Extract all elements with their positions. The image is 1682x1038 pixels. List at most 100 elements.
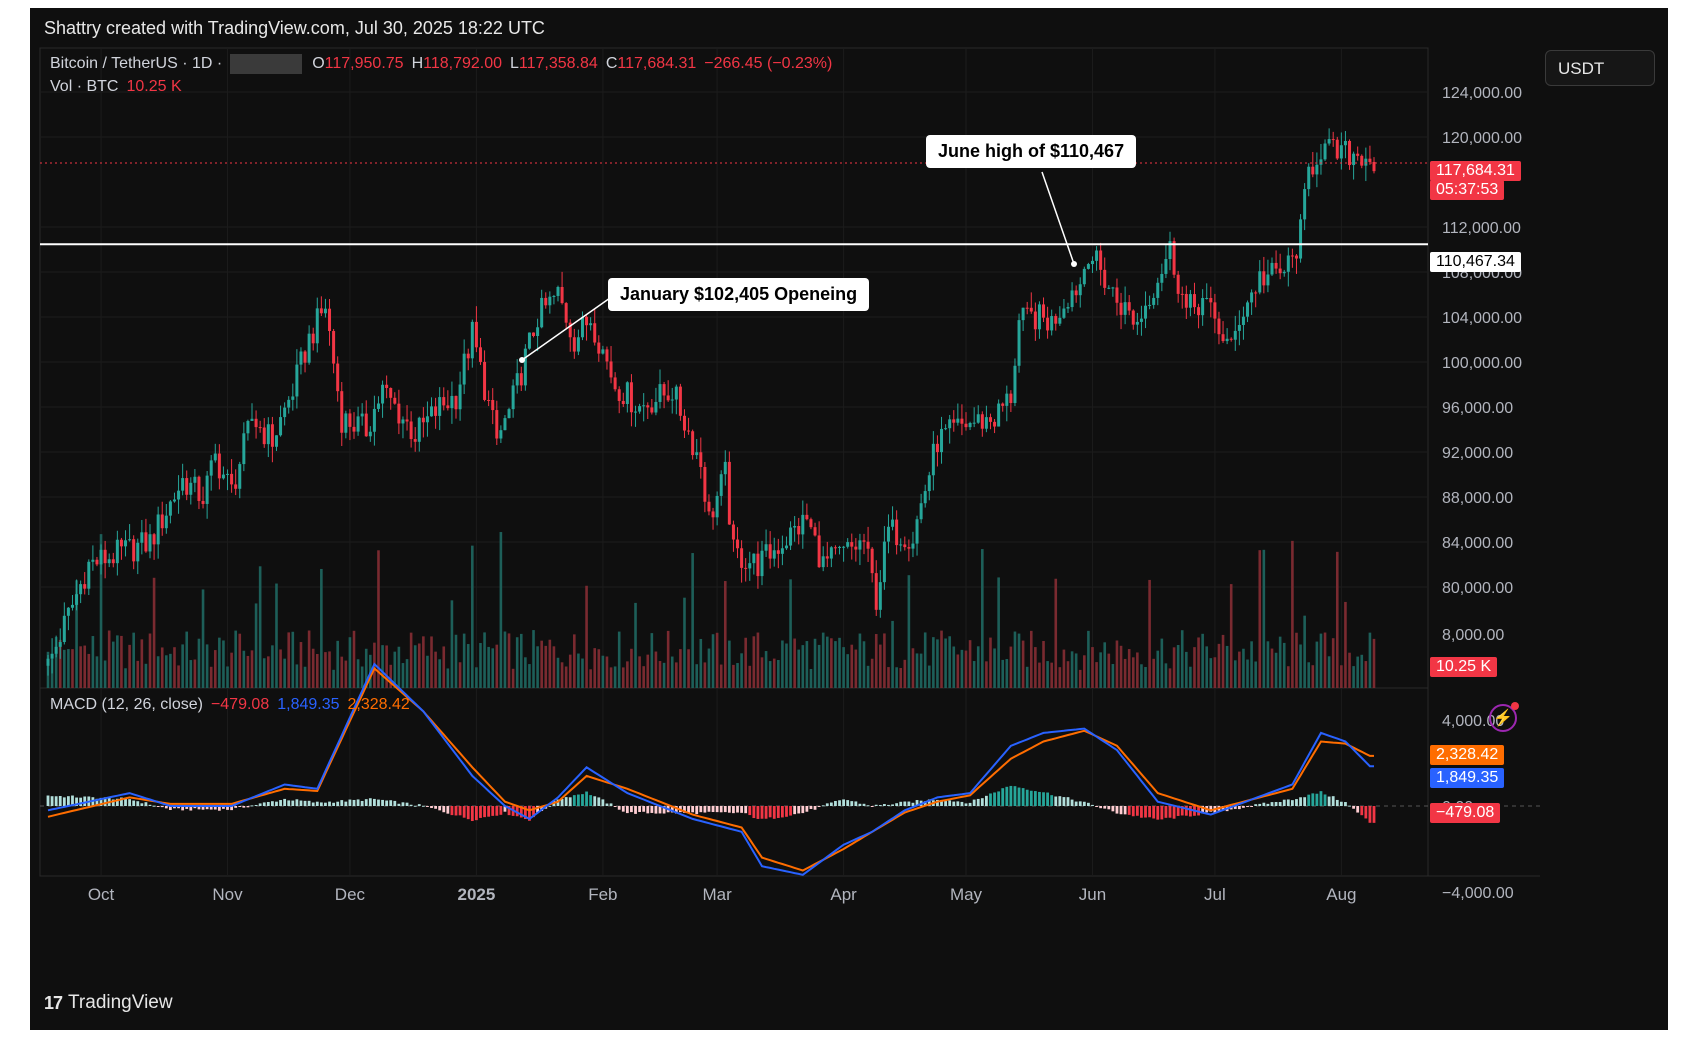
macd-histogram-bar [536, 806, 539, 813]
macd-histogram-bar [813, 806, 817, 810]
candle-body [434, 406, 438, 416]
macd-histogram-bar [1021, 788, 1025, 806]
january-open-callout[interactable]: January $102,405 Openeing [608, 278, 870, 311]
macd-histogram-bar [907, 801, 911, 806]
currency-button[interactable]: USDT [1545, 50, 1655, 86]
macd-histogram-bar [581, 794, 584, 806]
macd-histogram-bar [71, 795, 74, 806]
candle-body [674, 386, 678, 400]
candle-body [209, 460, 213, 476]
volume-bar [1070, 651, 1074, 688]
macd-histogram-bar [230, 806, 233, 811]
macd-histogram-bar [944, 801, 947, 806]
volume-bar [132, 632, 135, 688]
candle-body [111, 559, 115, 564]
volume-bar [230, 652, 233, 688]
volume-bar [1034, 647, 1037, 688]
volume-bar [1180, 630, 1184, 688]
macd-histogram-bar [397, 803, 401, 806]
volume-bar [67, 649, 70, 688]
price-axis-label: 96,000.00 [1442, 400, 1513, 417]
macd-histogram-bar [727, 806, 731, 813]
volume-bar [1107, 653, 1111, 688]
macd-histogram-bar [189, 806, 193, 811]
macd-histogram-bar [1033, 791, 1037, 806]
volume-bar [364, 648, 368, 688]
candle-body [1095, 250, 1099, 261]
candle-body [1131, 310, 1135, 325]
candle-body [487, 399, 491, 401]
candle-body [670, 399, 674, 401]
volume-bar [295, 664, 299, 688]
candle-body [878, 582, 882, 610]
candle-body [695, 452, 699, 456]
candle-body [1042, 304, 1046, 318]
candle-body [756, 553, 760, 577]
volume-bar [1258, 550, 1262, 688]
time-axis-label: Mar [702, 885, 732, 904]
candle-body [911, 543, 915, 549]
candle-body [813, 527, 817, 536]
tradingview-logo[interactable]: 17 TradingView [44, 992, 173, 1014]
volume-bar [1156, 650, 1160, 688]
macd-histogram-bar [409, 804, 413, 806]
volume-label[interactable]: Vol · BTC [50, 78, 119, 95]
symbol-name[interactable]: Bitcoin / TetherUS · 1D · [50, 55, 223, 73]
candle-body [352, 426, 356, 432]
macd-histogram-bar [601, 799, 605, 806]
candle-body [613, 377, 617, 390]
macd-histogram-bar [470, 806, 474, 822]
volume-bar [1160, 638, 1164, 688]
candle-body [462, 353, 466, 385]
macd-histogram-bar [1348, 805, 1351, 807]
lightning-alert-icon[interactable]: ⚡ [1489, 704, 1517, 732]
macd-histogram-bar [756, 806, 760, 819]
candle-body [99, 549, 103, 565]
macd-histogram-bar [209, 806, 213, 810]
candle-body [935, 443, 939, 453]
macd-histogram-bar [246, 806, 250, 808]
candle-body [1090, 260, 1094, 265]
volume-bar [723, 581, 727, 688]
volume-bar [821, 632, 825, 688]
candle-body [197, 476, 201, 501]
volume-bar [169, 653, 172, 688]
volume-bar [1287, 666, 1290, 688]
candle-body [589, 323, 593, 326]
candle-body [54, 646, 58, 654]
macd-axis-label: −4,000.00 [1442, 885, 1514, 902]
macd-histogram-bar [169, 806, 172, 810]
candle-body [336, 363, 340, 392]
candle-body [1241, 316, 1245, 325]
macd-histogram-bar [430, 806, 433, 809]
macd-histogram-bar [736, 806, 739, 813]
candle-body [287, 399, 291, 408]
candle-body [1303, 189, 1307, 220]
price-axis-label: 80,000.00 [1442, 580, 1513, 597]
time-axis-label: Aug [1326, 885, 1356, 904]
candle-body [772, 550, 776, 559]
candle-body [919, 503, 923, 520]
volume-bar [932, 637, 935, 688]
macd-histogram-bar [238, 806, 242, 807]
candle-body [854, 546, 858, 550]
volume-bar [736, 663, 739, 688]
volume-bar [124, 668, 127, 688]
macd-histogram-bar [1209, 806, 1213, 812]
macd-histogram-bar [1001, 788, 1005, 806]
june-high-callout[interactable]: June high of $110,467 [926, 135, 1137, 168]
macd-histogram-bar [1107, 806, 1111, 810]
candle-body [234, 484, 238, 489]
macd-histogram-bar [609, 803, 613, 806]
macd-label[interactable]: MACD (12, 26, close) [50, 696, 203, 713]
macd-histogram-bar [662, 806, 666, 814]
symbol-legend: Bitcoin / TetherUS · 1D · O117,950.75 H118… [50, 54, 840, 74]
chart-canvas[interactable]: 124,000.00120,000.00112,000.00108,000.00… [30, 8, 1668, 1030]
candle-body [1339, 145, 1343, 159]
volume-bar [307, 630, 311, 688]
volume-bar [140, 639, 144, 688]
macd-histogram-bar [523, 806, 527, 820]
macd-histogram-bar [421, 805, 425, 807]
volume-bar [691, 553, 694, 688]
candle-body [899, 544, 903, 546]
